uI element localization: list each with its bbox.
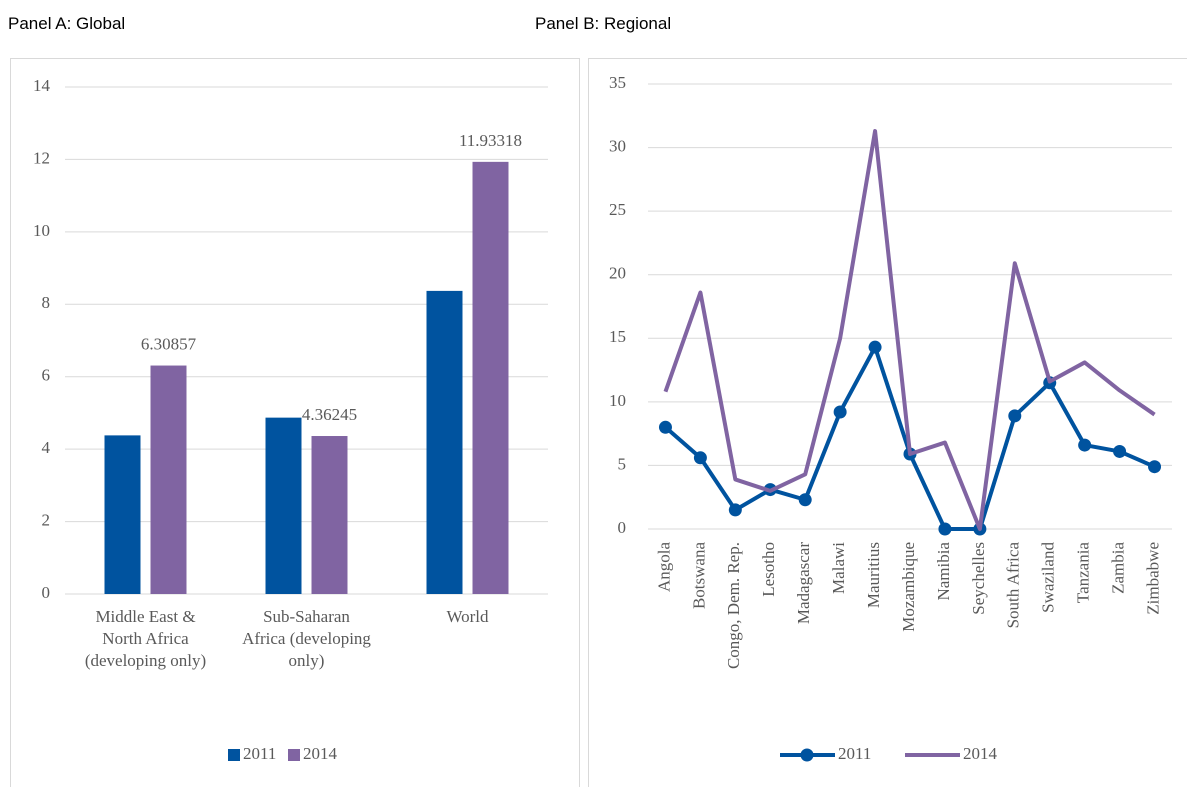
x-tick-label: Lesotho	[759, 542, 778, 597]
x-tick-label: Malawi	[829, 542, 848, 594]
line	[663, 129, 1156, 531]
x-tick-label: Namibia	[934, 542, 953, 601]
panel-title: Panel B: Regional	[535, 14, 672, 33]
x-tick-label: Mozambique	[899, 542, 918, 632]
marker	[693, 451, 707, 465]
x-tick-label: Mauritius	[864, 542, 883, 608]
data-label: 4.36245	[302, 405, 357, 424]
bar	[472, 161, 509, 595]
x-tick-label: Sub-Saharan Africa (developing only)	[242, 607, 371, 670]
y-tick-label: 20	[609, 264, 626, 283]
x-tick-label: Swaziland	[1039, 542, 1058, 613]
y-tick-label: 2	[42, 510, 51, 529]
panel-title: Panel A: Global	[8, 14, 126, 33]
y-tick-label: 10	[609, 391, 626, 410]
marker	[798, 493, 812, 507]
marker	[1113, 444, 1127, 458]
x-tick-label: Congo, Dem. Rep.	[724, 542, 743, 669]
y-tick-label: 15	[609, 327, 626, 346]
bar	[150, 365, 187, 594]
marker	[658, 420, 672, 434]
x-tick-label: Madagascar	[794, 542, 813, 624]
bar	[104, 435, 141, 594]
marker	[1008, 409, 1022, 423]
y-tick-label: 14	[33, 76, 51, 95]
legend-marker	[800, 748, 814, 762]
panel-frame	[10, 58, 580, 787]
legend-label: 2014	[963, 744, 998, 763]
y-tick-label: 35	[609, 73, 626, 92]
marker	[833, 405, 847, 419]
bar	[426, 290, 463, 594]
y-tick-label: 25	[609, 200, 626, 219]
bar	[265, 417, 302, 594]
x-tick-label: South Africa	[1004, 542, 1023, 629]
y-tick-label: 6	[42, 366, 51, 385]
x-tick-label: Botswana	[689, 542, 708, 610]
legend-label: 2011	[243, 744, 276, 763]
marker	[1078, 438, 1092, 452]
y-tick-label: 5	[618, 454, 627, 473]
x-tick-label: Tanzania	[1074, 542, 1093, 604]
x-tick-label: Angola	[654, 542, 673, 593]
x-tick-label: Zimbabwe	[1143, 542, 1162, 615]
legend-swatch	[288, 749, 300, 761]
marker	[938, 522, 952, 536]
x-tick-label: World	[446, 607, 489, 626]
y-tick-label: 0	[42, 583, 51, 602]
legend-label: 2014	[303, 744, 338, 763]
legend-swatch	[228, 749, 240, 761]
y-tick-label: 8	[42, 293, 51, 312]
x-tick-label: Seychelles	[969, 542, 988, 615]
data-label: 6.30857	[141, 334, 197, 353]
y-tick-label: 12	[33, 148, 50, 167]
marker	[868, 340, 882, 354]
marker	[1148, 460, 1162, 474]
y-tick-label: 4	[42, 438, 51, 457]
y-tick-label: 0	[618, 518, 627, 537]
bar	[311, 436, 348, 594]
data-label: 11.93318	[459, 131, 522, 150]
panel-frame	[588, 58, 1187, 787]
x-tick-label: Zambia	[1109, 542, 1128, 594]
marker	[728, 503, 742, 517]
y-tick-label: 30	[609, 136, 626, 155]
y-tick-label: 10	[33, 221, 50, 240]
x-tick-label: Middle East & North Africa (developing o…	[84, 607, 207, 670]
legend-label: 2011	[838, 744, 871, 763]
